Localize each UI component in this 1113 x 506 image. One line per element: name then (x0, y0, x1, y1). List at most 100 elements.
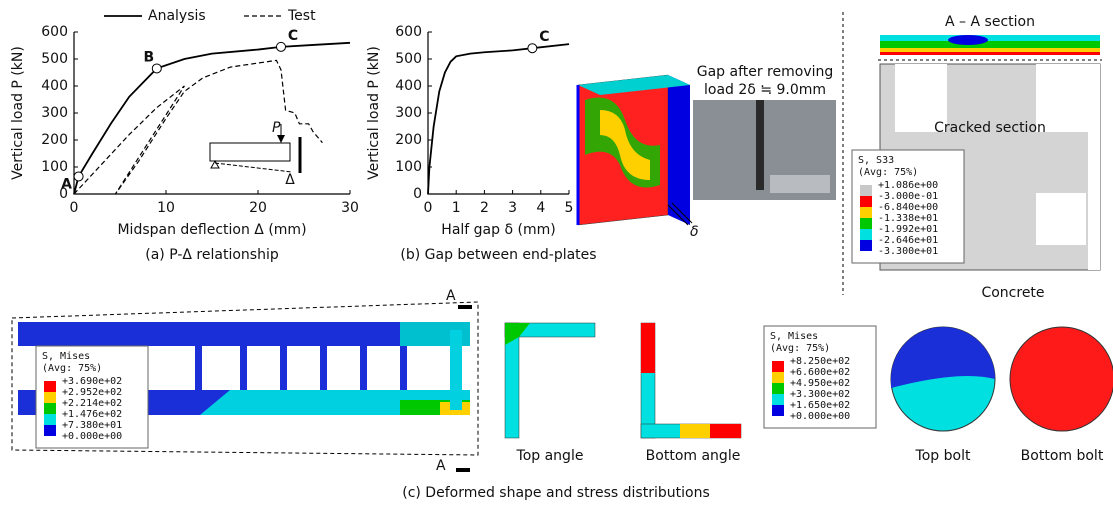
x-tick-label: 30 (341, 200, 359, 216)
contour-legend-value: +0.000e+00 (62, 431, 122, 442)
point-marker (277, 42, 286, 51)
contour-legend-avg: (Avg: 75%) (42, 363, 102, 374)
inset-beam (210, 143, 290, 161)
bolt-label: Top bolt (915, 448, 971, 464)
x-tick-label: 5 (565, 200, 574, 216)
x-axis-label: Half gap δ (mm) (441, 222, 555, 238)
top-bolt (891, 327, 995, 431)
contour-legend-color (772, 394, 784, 405)
y-tick-label: 600 (41, 24, 68, 40)
contour-legend-value: +2.952e+02 (62, 387, 122, 398)
cracked-label: Cracked section (934, 120, 1046, 136)
x-tick-label: 2 (480, 200, 489, 216)
concrete-label: Concrete (981, 285, 1044, 301)
angle-label: Top angle (516, 448, 584, 464)
x-tick-label: 4 (536, 200, 545, 216)
section-strip (880, 52, 1100, 55)
contour-legend-color (860, 196, 872, 207)
section-strip (880, 35, 1100, 41)
series-line (74, 43, 350, 194)
contour-legend-value: +2.214e+02 (62, 398, 122, 409)
y-tick-label: 0 (413, 186, 422, 202)
contour-legend-color (44, 403, 56, 414)
y-tick-label: 400 (395, 78, 422, 94)
series-line (428, 44, 569, 194)
top-angle (505, 323, 595, 438)
contour-legend-value: +0.000e+00 (790, 411, 850, 422)
section-title: A – A section (945, 14, 1035, 30)
bolt-label: Bottom bolt (1021, 448, 1104, 464)
y-tick-label: 600 (395, 24, 422, 40)
bottom-bolt (1010, 327, 1113, 431)
caption: (c) Deformed shape and stress distributi… (402, 485, 710, 501)
contour-legend-title: S, Mises (770, 331, 818, 342)
point-label: C (288, 28, 298, 44)
contour-legend-title: S, Mises (42, 351, 90, 362)
y-tick-label: 200 (41, 132, 68, 148)
caption: (a) P-Δ relationship (145, 247, 279, 263)
contour-legend-color (772, 361, 784, 372)
inset-arrow (277, 135, 285, 143)
contour-legend-value: +3.300e+02 (790, 389, 850, 400)
angle-label: Bottom angle (646, 448, 741, 464)
inset-label: P (272, 120, 281, 136)
contour-legend-value: -1.338e+01 (878, 213, 938, 224)
point-marker (74, 172, 83, 181)
contour-legend-value: +3.690e+02 (62, 376, 122, 387)
gap-photo-ruler (770, 175, 830, 193)
point-label: C (539, 29, 549, 45)
contour-legend-color (772, 372, 784, 383)
section-mark: A (446, 288, 456, 304)
contour-legend-color (860, 229, 872, 240)
contour-legend-value: -6.840e+00 (878, 202, 938, 213)
contour-legend-color (860, 240, 872, 251)
bottom-angle (641, 323, 741, 438)
contour-legend-title: S, S33 (858, 155, 894, 166)
section-strip (948, 35, 988, 45)
section-mark: A (436, 458, 446, 474)
contour-legend-color (772, 383, 784, 394)
axis (74, 32, 350, 194)
y-tick-label: 100 (395, 159, 422, 175)
y-axis-label: Vertical load P (kN) (10, 46, 26, 180)
contour-legend-value: +6.600e+02 (790, 367, 850, 378)
point-label: A (61, 176, 72, 192)
section-strip (880, 48, 1100, 52)
contour-legend-value: +1.086e+00 (878, 180, 938, 191)
y-tick-label: 100 (41, 159, 68, 175)
contour-legend-avg: (Avg: 75%) (858, 167, 918, 178)
contour-legend-value: +7.380e+01 (62, 420, 122, 431)
x-tick-label: 0 (70, 200, 79, 216)
point-label: B (143, 49, 154, 65)
x-tick-label: 1 (452, 200, 461, 216)
x-tick-label: 3 (508, 200, 517, 216)
delta-label: δ (690, 224, 699, 240)
x-axis-label: Midspan deflection Δ (mm) (117, 222, 306, 238)
y-tick-label: 500 (41, 51, 68, 67)
contour-legend-color (44, 425, 56, 436)
contour-legend-color (44, 392, 56, 403)
endplate-contour: δ (578, 75, 699, 240)
legend-label: Test (287, 8, 316, 24)
contour-legend-value: -3.000e-01 (878, 191, 938, 202)
contour-legend-value: +4.950e+02 (790, 378, 850, 389)
contour-legend-color (44, 381, 56, 392)
contour-legend-color (860, 185, 872, 196)
x-tick-label: 20 (249, 200, 267, 216)
contour-legend-avg: (Avg: 75%) (770, 343, 830, 354)
figure: δ Gap after removing load 2δ ≒ 9.0mm A –… (0, 0, 1113, 506)
contour-legend-value: +8.250e+02 (790, 356, 850, 367)
section-mark-bar (456, 468, 470, 472)
gap-note: Gap after removing (697, 64, 834, 80)
contour-legend-color (44, 414, 56, 425)
section-mark-bar (458, 305, 472, 309)
inset-deflection (215, 163, 292, 172)
inset-support (211, 161, 219, 168)
contour-legend-value: -2.646e+01 (878, 235, 938, 246)
x-tick-label: 0 (424, 200, 433, 216)
gap-photo-slot (756, 100, 764, 190)
gap-note: load 2δ ≒ 9.0mm (704, 82, 826, 98)
y-tick-label: 500 (395, 51, 422, 67)
contour-legend-value: -3.300e+01 (878, 246, 938, 257)
caption: (b) Gap between end-plates (400, 247, 596, 263)
